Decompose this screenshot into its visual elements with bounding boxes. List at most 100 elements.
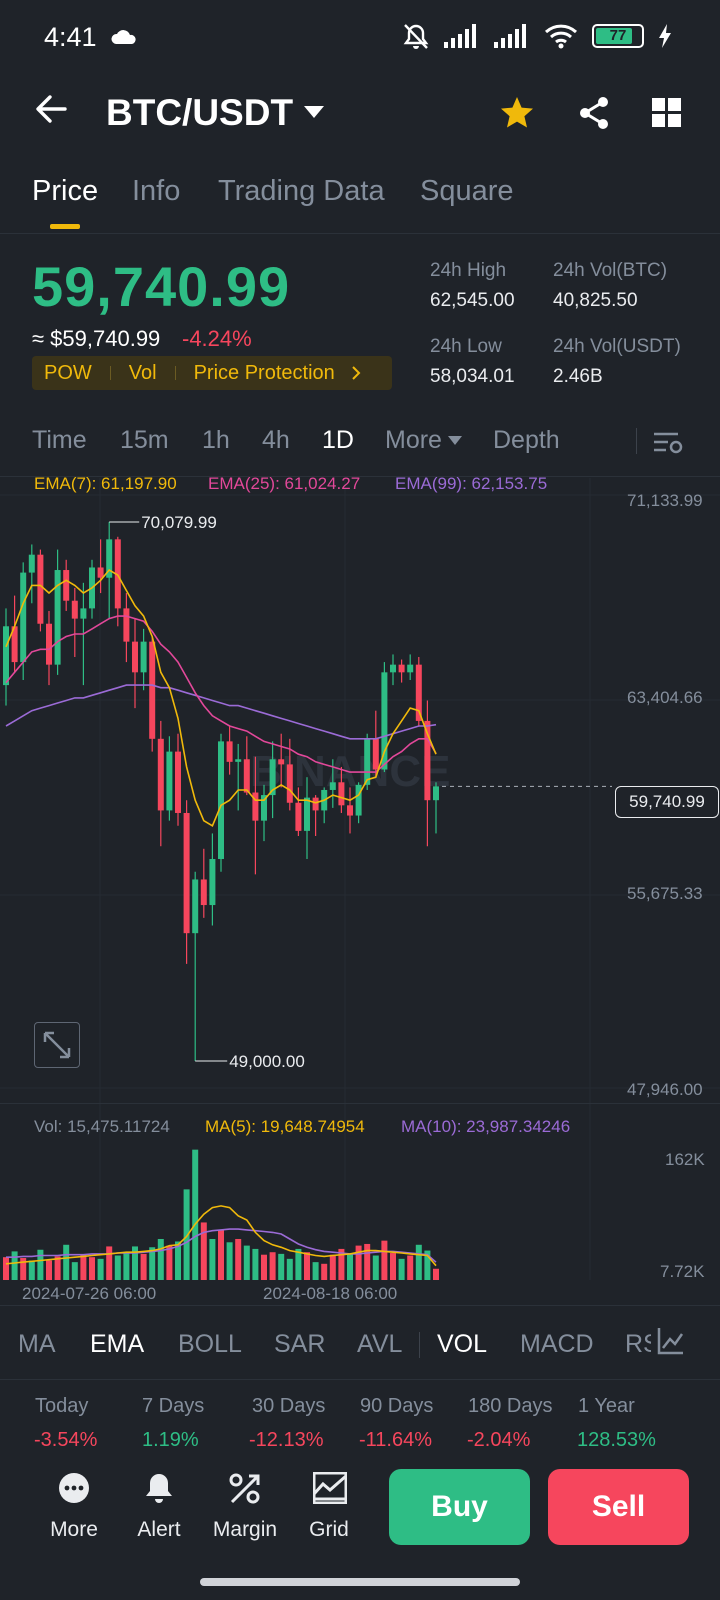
sell-button[interactable]: Sell	[548, 1469, 689, 1545]
volume-bar	[372, 1255, 379, 1280]
candle	[140, 641, 147, 673]
share-icon[interactable]	[578, 96, 610, 130]
candle	[398, 664, 405, 673]
volume-bar	[390, 1253, 396, 1280]
charging-icon	[659, 24, 671, 48]
candle	[329, 782, 336, 790]
time-axis-label: 2024-07-26 06:00	[22, 1284, 157, 1303]
time-axis-label: 2024-08-18 06:00	[263, 1284, 398, 1303]
star-icon[interactable]	[500, 96, 534, 130]
interval-more[interactable]: More	[385, 426, 442, 454]
cloud-icon	[111, 30, 136, 44]
indicator-vol[interactable]: VOL	[437, 1330, 488, 1358]
volume-bar	[424, 1250, 431, 1280]
volume-bar	[20, 1258, 27, 1280]
volume-bar	[355, 1245, 362, 1280]
indicator-rsi[interactable]: RS	[625, 1330, 651, 1358]
margin-icon[interactable]	[228, 1472, 262, 1506]
volume-bar	[46, 1260, 52, 1280]
expand-icon	[43, 1031, 71, 1059]
tab-info[interactable]: Info	[132, 175, 181, 207]
pair-title[interactable]: BTC/USDT	[106, 92, 294, 133]
candle	[106, 539, 113, 578]
candle	[338, 782, 345, 806]
price-axis-label: 55,675.33	[627, 884, 703, 903]
more-caret-icon[interactable]	[448, 436, 462, 446]
margin-button[interactable]: Margin	[212, 1518, 278, 1541]
interval-15m[interactable]: 15m	[120, 426, 169, 454]
perf-label-7d: 7 Days	[142, 1395, 205, 1417]
candle	[71, 600, 78, 619]
candle	[11, 626, 18, 663]
tab-square[interactable]: Square	[420, 175, 514, 207]
tag-vol[interactable]: Vol	[128, 361, 157, 384]
interval-1h[interactable]: 1h	[202, 426, 230, 454]
volume-bar	[243, 1245, 250, 1280]
volume-bar	[312, 1262, 319, 1280]
low-label: 24h Low	[430, 336, 502, 357]
interval-depth[interactable]: Depth	[493, 426, 560, 454]
alert-button[interactable]: Alert	[137, 1518, 181, 1541]
indicator-macd[interactable]: MACD	[520, 1330, 594, 1358]
buy-button[interactable]: Buy	[389, 1469, 530, 1545]
expand-chart-button[interactable]	[34, 1022, 80, 1068]
grid-button[interactable]: Grid	[309, 1518, 349, 1541]
high-marker: 70,079.99	[141, 513, 217, 532]
indicator-boll[interactable]: BOLL	[178, 1330, 242, 1358]
tag-bar[interactable]: POW Vol Price Protection	[32, 356, 392, 390]
bell-icon[interactable]	[143, 1472, 175, 1506]
volume-bar	[286, 1258, 293, 1280]
candle	[132, 641, 138, 673]
vol-usdt-label: 24h Vol(USDT)	[553, 336, 681, 357]
volume-bar	[11, 1251, 18, 1280]
more-icon[interactable]	[58, 1472, 90, 1504]
perf-label-30d: 30 Days	[252, 1395, 326, 1417]
tab-trading-data[interactable]: Trading Data	[218, 175, 385, 207]
interval-time[interactable]: Time	[32, 426, 87, 454]
candle	[63, 570, 70, 601]
volume-bar	[63, 1244, 70, 1280]
interval-1d[interactable]: 1D	[322, 426, 354, 454]
volume-bar	[37, 1249, 44, 1280]
more-button[interactable]: More	[50, 1518, 98, 1541]
indicator-avl[interactable]: AVL	[357, 1330, 403, 1358]
volume-bar	[123, 1252, 130, 1280]
candle	[20, 572, 27, 663]
candle	[390, 664, 396, 673]
caret-down-icon[interactable]	[304, 106, 324, 120]
candle	[235, 759, 242, 762]
volume-bar	[3, 1257, 9, 1280]
volume-bar	[407, 1255, 414, 1280]
interval-4h[interactable]: 4h	[262, 426, 290, 454]
volume-bar	[364, 1243, 371, 1280]
home-indicator[interactable]	[200, 1578, 520, 1586]
volume-bar	[192, 1149, 199, 1280]
indicator-ma[interactable]: MA	[18, 1330, 56, 1358]
volume-bar	[398, 1258, 405, 1280]
chart-settings-icon[interactable]	[654, 430, 684, 458]
ema25-line	[5, 615, 437, 773]
volume-bar	[278, 1253, 285, 1280]
volume-bar	[329, 1254, 336, 1280]
candle	[278, 759, 285, 765]
grid-trading-icon[interactable]	[313, 1472, 347, 1504]
price-axis-label: 63,404.66	[627, 688, 703, 707]
indicator-ema[interactable]: EMA	[90, 1330, 145, 1358]
grid-menu-icon[interactable]	[652, 98, 682, 128]
candle	[312, 797, 319, 811]
back-arrow-icon[interactable]	[34, 92, 68, 126]
indicator-sar[interactable]: SAR	[274, 1330, 326, 1358]
volume-bar	[132, 1246, 138, 1280]
candle	[381, 672, 388, 770]
low-value: 58,034.01	[430, 366, 515, 387]
tab-price[interactable]: Price	[32, 175, 99, 207]
tag-pow[interactable]: POW	[44, 361, 92, 384]
tab-underline	[50, 224, 80, 229]
tag-price-protection[interactable]: Price Protection	[193, 361, 335, 384]
indicator-settings-icon[interactable]	[657, 1326, 685, 1356]
candle	[166, 751, 173, 811]
volume-bar	[80, 1254, 87, 1280]
price-axis-label: 47,946.00	[627, 1080, 703, 1099]
mute-bell-icon	[403, 24, 429, 49]
